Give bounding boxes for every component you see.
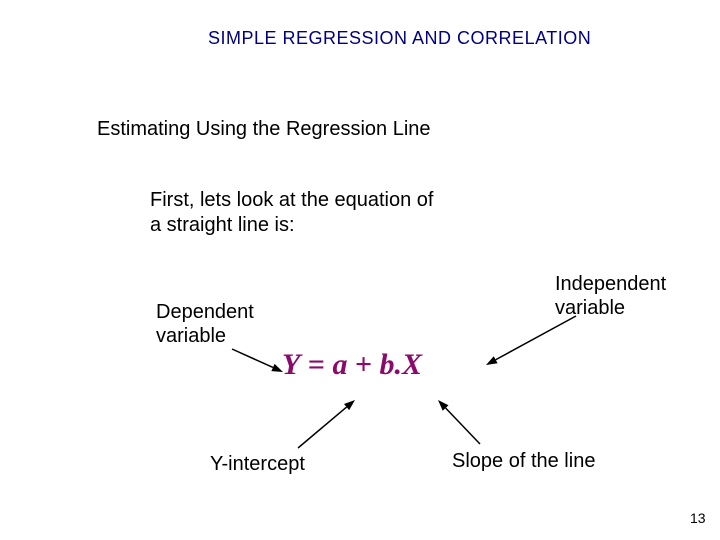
intro-line-1: First, lets look at the equation of: [150, 189, 434, 211]
equation-equals: =: [300, 348, 332, 381]
arrow-independent: [496, 316, 576, 360]
label-slope: Slope of the line: [452, 449, 595, 473]
label-dependent-line-2: variable: [156, 325, 226, 347]
label-independent-line-2: variable: [555, 297, 625, 319]
slide: { "title": { "text": "SIMPLE REGRESSION …: [0, 0, 720, 540]
label-dependent-variable: Dependent variable: [156, 300, 254, 348]
equation-Y: Y: [282, 348, 300, 381]
equation-X: X: [402, 348, 422, 381]
equation-plus: +: [347, 348, 379, 381]
arrow-yintercept-head: [344, 400, 355, 410]
arrow-dependent: [232, 349, 273, 367]
label-independent-variable: Independent variable: [555, 272, 666, 320]
arrow-slope: [446, 408, 480, 444]
slide-subtitle: Estimating Using the Regression Line: [97, 118, 431, 141]
label-slope-text: Slope of the line: [452, 450, 595, 472]
slide-number: 13: [690, 510, 706, 526]
label-dependent-line-1: Dependent: [156, 301, 254, 323]
arrow-layer: [0, 0, 720, 540]
label-y-intercept: Y-intercept: [210, 452, 305, 476]
label-independent-line-1: Independent: [555, 273, 666, 295]
label-yintercept-text: Y-intercept: [210, 453, 305, 475]
equation: Y = a + b.X: [282, 348, 422, 382]
equation-a: a: [332, 348, 347, 381]
arrow-yintercept: [298, 407, 347, 448]
arrow-independent-head: [486, 356, 498, 365]
equation-b: b.: [380, 348, 403, 381]
intro-paragraph: First, lets look at the equation of a st…: [150, 188, 434, 238]
slide-title: SIMPLE REGRESSION AND CORRELATION: [208, 28, 591, 49]
intro-line-2: a straight line is:: [150, 214, 295, 236]
arrow-slope-head: [438, 400, 448, 411]
